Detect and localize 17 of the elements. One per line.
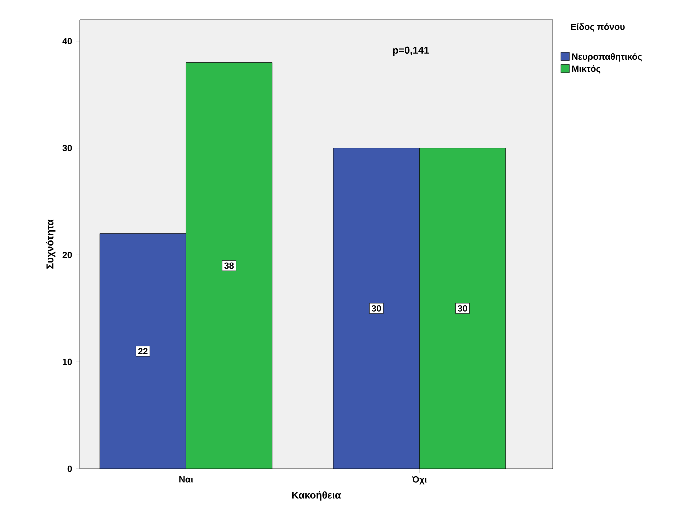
x-axis-title: Κακοήθεια	[292, 491, 342, 501]
legend-title: Είδος πόνου	[571, 24, 625, 32]
y-tick-label: 20	[62, 252, 72, 258]
y-tick-label: 30	[62, 145, 72, 152]
y-tick-label: 10	[63, 358, 72, 366]
x-tick-label: Ναι	[180, 476, 194, 483]
x-tick-label: Όχι	[412, 476, 427, 485]
legend-label: Μικτός	[572, 65, 601, 74]
y-axis-title: Συχνότητα	[46, 220, 56, 269]
data-label: 22	[138, 348, 148, 355]
data-label: 38	[224, 262, 234, 270]
y-tick-label: 40	[62, 38, 72, 45]
annotation: p=0,141	[393, 46, 430, 56]
y-tick-label: 0	[68, 466, 72, 472]
legend-label: Νευροπαθητικός	[572, 53, 642, 62]
data-label: 30	[458, 305, 468, 312]
data-label: 30	[372, 305, 382, 312]
